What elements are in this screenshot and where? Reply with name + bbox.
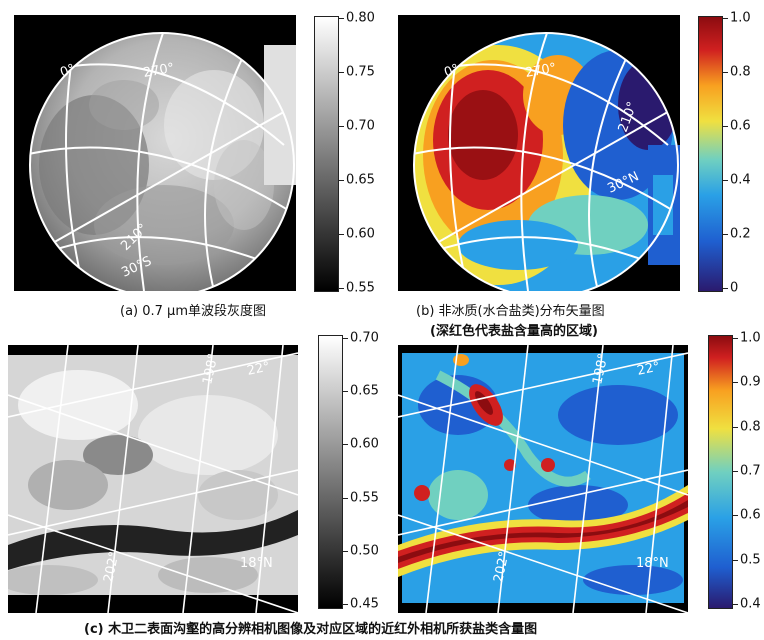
panel-b-caption-line1: (b) 非冰质(水合盐类)分布矢量图	[416, 300, 605, 319]
panel-c-right-colorbar-tickmark	[733, 471, 738, 472]
panel-b-colorbar-tick-label: 0	[730, 281, 738, 296]
panel-b-colorbar-tickmark	[723, 234, 728, 235]
panel-c-right-colorbar-tickmark	[733, 560, 738, 561]
panel-c-left-colorbar-tick-label: 0.50	[350, 543, 379, 558]
panel-a-image: 0° 270° 210° 30°S	[14, 15, 296, 291]
panel-b-colorbar	[698, 16, 723, 292]
panel-b-colorbar-tickmark	[723, 126, 728, 127]
panel-a-colorbar-tickmark	[339, 234, 344, 235]
panel-b-colorbar-tick-label: 0.2	[730, 227, 751, 242]
panel-b-colorbar-tickmark	[723, 18, 728, 19]
panel-b-colorbar-tickmark	[723, 180, 728, 181]
panel-c-left-label-18n: 18°N	[240, 556, 273, 571]
panel-c-left-colorbar-tickmark	[343, 551, 348, 552]
panel-a-colorbar-tick-label: 0.60	[346, 227, 375, 242]
panel-b-image: 0° 270° 210° 30°N	[398, 15, 680, 291]
panel-c-left-image: 198° 22° 202° 18°N	[8, 345, 298, 613]
panel-c-right-colorbar-tick-label: 0.5	[740, 552, 761, 567]
panel-c-left-colorbar-tickmark	[343, 604, 348, 605]
panel-b-colorbar-tickmark	[723, 72, 728, 73]
panel-c-left-colorbar-tick-label: 0.60	[350, 437, 379, 452]
panel-c-left-colorbar-tick-label: 0.55	[350, 490, 379, 505]
panel-c-right-colorbar-tickmark	[733, 382, 738, 383]
panel-c-right-colorbar-tick-label: 1.0	[740, 331, 761, 346]
panel-c-right-colorbar-tickmark	[733, 427, 738, 428]
panel-a-colorbar-tick-label: 0.75	[346, 65, 375, 80]
panel-c-right-colorbar-tick-label: 0.7	[740, 464, 761, 479]
panel-c-right-colorbar-tick-label: 0.6	[740, 508, 761, 523]
panel-a-colorbar	[314, 16, 339, 292]
panel-c-right-colorbar-tickmark	[733, 338, 738, 339]
panel-c-right-image: 198° 22° 202° 18°N	[398, 345, 688, 613]
panel-b-colorbar-tickmark	[723, 288, 728, 289]
panel-a-colorbar-tick-label: 0.55	[346, 281, 375, 296]
panel-c-left-colorbar-tickmark	[343, 498, 348, 499]
panel-c-left-colorbar-tick-label: 0.70	[350, 331, 379, 346]
panel-c-right-colorbar-tick-label: 0.4	[740, 597, 761, 612]
panel-c-right-colorbar-tickmark	[733, 604, 738, 605]
panel-c-right-colorbar-tickmark	[733, 515, 738, 516]
panel-a-colorbar-tickmark	[339, 18, 344, 19]
panel-c-left-colorbar-tickmark	[343, 338, 348, 339]
panel-c-right-colorbar	[708, 335, 733, 609]
panel-c-right-colorbar-tick-label: 0.8	[740, 419, 761, 434]
panel-c-right-label-18n: 18°N	[636, 556, 669, 571]
panel-c-left-colorbar-tick-label: 0.65	[350, 384, 379, 399]
panel-c-left-colorbar-tickmark	[343, 391, 348, 392]
panel-a-caption: (a) 0.7 μm单波段灰度图	[120, 300, 266, 319]
panel-c-right-colorbar-tick-label: 0.9	[740, 375, 761, 390]
panel-a-colorbar-tickmark	[339, 72, 344, 73]
panel-a-colorbar-tick-label: 0.70	[346, 119, 375, 134]
panel-a-colorbar-tickmark	[339, 288, 344, 289]
panel-b-colorbar-tick-label: 1.0	[730, 11, 751, 26]
panel-b-caption-line2: (深红色代表盐含量高的区域)	[430, 320, 598, 339]
panel-b-colorbar-tick-label: 0.4	[730, 173, 751, 188]
panel-b-colorbar-tick-label: 0.6	[730, 119, 751, 134]
panel-a-colorbar-tick-label: 0.65	[346, 173, 375, 188]
panel-c-left-colorbar-tickmark	[343, 444, 348, 445]
panel-a-colorbar-tickmark	[339, 126, 344, 127]
panel-a-colorbar-tickmark	[339, 180, 344, 181]
panel-c-left-colorbar-tick-label: 0.45	[350, 597, 379, 612]
panel-c-left-colorbar	[318, 335, 343, 609]
panel-a-colorbar-tick-label: 0.80	[346, 11, 375, 26]
panel-b-colorbar-tick-label: 0.8	[730, 65, 751, 80]
panel-c-caption: (c) 木卫二表面沟壑的高分辨相机图像及对应区域的近红外相机所获盐类含量图	[84, 618, 537, 637]
